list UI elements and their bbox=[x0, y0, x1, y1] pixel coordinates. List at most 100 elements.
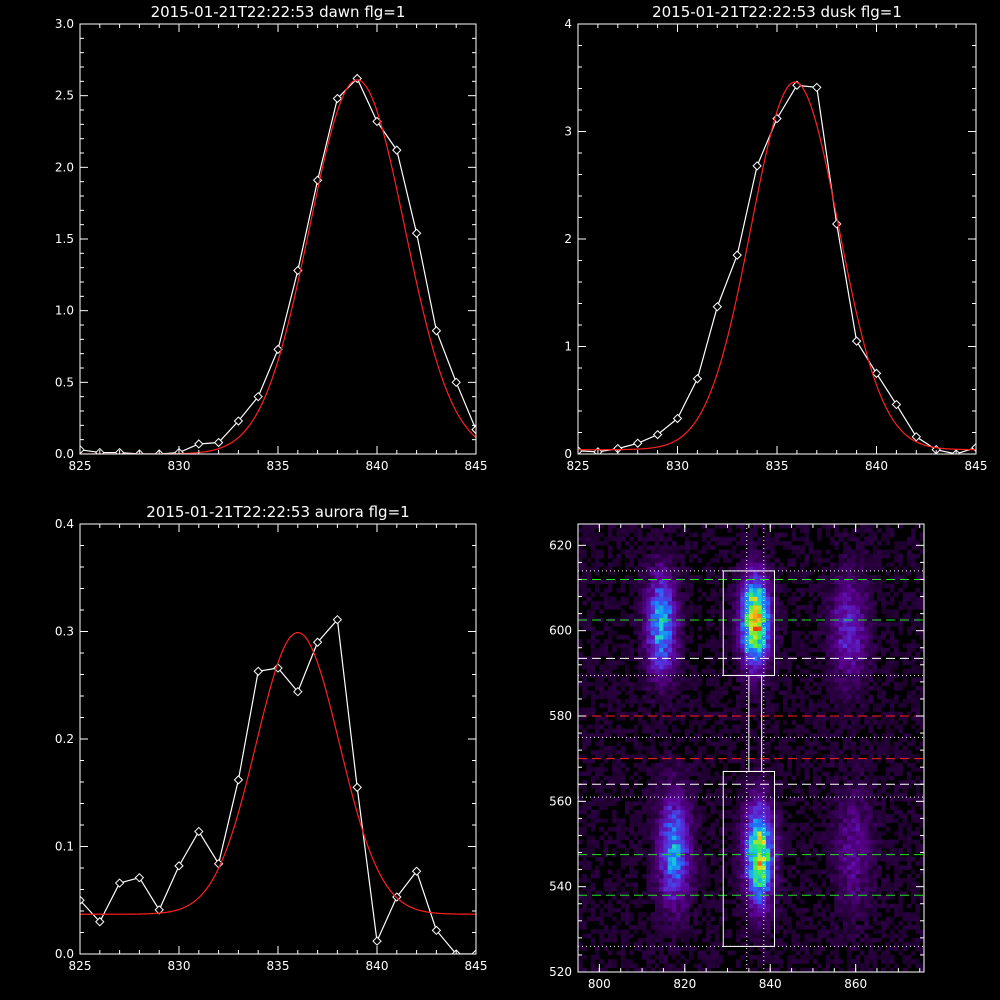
heatmap-cell bbox=[753, 835, 758, 841]
heatmap-cell bbox=[842, 882, 848, 887]
heatmap-cell bbox=[774, 745, 780, 751]
heatmap-cell bbox=[757, 754, 762, 759]
heatmap-cell bbox=[817, 856, 822, 862]
heatmap-cell bbox=[642, 912, 647, 917]
heatmap-cell bbox=[650, 532, 656, 538]
heatmap-cell bbox=[680, 869, 686, 875]
heatmap-cell bbox=[629, 912, 634, 917]
heatmap-cell bbox=[774, 814, 780, 819]
heatmap-cell bbox=[744, 596, 750, 602]
heatmap-cell bbox=[757, 737, 762, 742]
heatmap-cell bbox=[663, 929, 668, 934]
heatmap-cell bbox=[765, 788, 771, 794]
heatmap-cell bbox=[727, 822, 733, 828]
heatmap-cell bbox=[659, 920, 664, 926]
heatmap-cell bbox=[727, 664, 733, 670]
heatmap-cell bbox=[629, 869, 634, 875]
heatmap-cell bbox=[582, 818, 587, 823]
heatmap-cell bbox=[812, 865, 818, 870]
heatmap-cell bbox=[586, 596, 592, 602]
heatmap-cell bbox=[727, 929, 733, 934]
heatmap-cell bbox=[590, 822, 596, 828]
heatmap-cell bbox=[620, 916, 626, 922]
heatmap-cell bbox=[680, 878, 686, 883]
heatmap-cell bbox=[642, 711, 647, 717]
heatmap-cell bbox=[714, 677, 720, 683]
heatmap-cell bbox=[736, 758, 741, 764]
heatmap-cell bbox=[646, 647, 651, 653]
heatmap-cell bbox=[654, 848, 660, 853]
heatmap-cell bbox=[607, 583, 613, 589]
heatmap-cell bbox=[620, 784, 626, 789]
heatmap-cell bbox=[718, 942, 724, 947]
heatmap-cell bbox=[765, 639, 771, 644]
heatmap-cell bbox=[748, 583, 754, 589]
heatmap-cell bbox=[727, 899, 733, 905]
heatmap-cell bbox=[697, 826, 703, 832]
heatmap-cell bbox=[659, 686, 664, 691]
heatmap-cell bbox=[842, 848, 848, 853]
heatmap-cell bbox=[740, 942, 745, 947]
aurora-data-point bbox=[174, 861, 184, 871]
heatmap-cell bbox=[795, 545, 801, 550]
heatmap-cell bbox=[620, 524, 626, 529]
heatmap-cell bbox=[770, 694, 775, 700]
heatmap-cell bbox=[736, 703, 741, 708]
heatmap-cell bbox=[680, 856, 686, 862]
heatmap-cell bbox=[778, 886, 784, 892]
heatmap-cell bbox=[590, 848, 596, 853]
heatmap-cell bbox=[663, 839, 668, 845]
dusk-data-point bbox=[831, 219, 842, 229]
heatmap-cell bbox=[761, 720, 767, 725]
heatmap-cell bbox=[830, 733, 835, 738]
heatmap-cell bbox=[740, 622, 745, 627]
heatmap-cell bbox=[761, 634, 767, 640]
heatmap-cell bbox=[590, 669, 596, 674]
heatmap-cell bbox=[787, 758, 792, 764]
heatmap-cell bbox=[697, 805, 703, 811]
heatmap-cell bbox=[624, 673, 630, 678]
heatmap-cell bbox=[710, 673, 715, 678]
heatmap-cell bbox=[770, 545, 775, 550]
aurora-data-point bbox=[411, 866, 422, 876]
heatmap-cell bbox=[770, 626, 775, 631]
heatmap-cell bbox=[736, 609, 741, 614]
heatmap-cell bbox=[744, 780, 750, 785]
heatmap-cell bbox=[676, 575, 681, 580]
heatmap-cell bbox=[808, 707, 814, 713]
heatmap-cell bbox=[740, 647, 745, 653]
heatmap-cell bbox=[757, 677, 762, 683]
heatmap-cell bbox=[795, 664, 801, 670]
heatmap-cell bbox=[838, 716, 844, 721]
heatmap-cell bbox=[774, 848, 780, 853]
dusk-data-line bbox=[578, 84, 976, 454]
heatmap-cell bbox=[578, 912, 583, 917]
heatmap-cell bbox=[778, 652, 784, 657]
heatmap-cell bbox=[680, 579, 686, 585]
heatmap-cell bbox=[684, 933, 690, 939]
heatmap-cell bbox=[616, 643, 622, 649]
heatmap-cell bbox=[753, 869, 758, 875]
heatmap-cell bbox=[693, 737, 698, 742]
heatmap-cell bbox=[676, 592, 681, 597]
heatmap-cell bbox=[765, 694, 771, 700]
heatmap-cell bbox=[770, 801, 775, 806]
heatmap-cell bbox=[791, 929, 797, 934]
heatmap-cell bbox=[757, 541, 762, 546]
heatmap-cell bbox=[804, 886, 809, 892]
dawn-data-point bbox=[332, 93, 343, 104]
heatmap-cell bbox=[817, 831, 822, 836]
heatmap-cell bbox=[667, 707, 673, 713]
heatmap-cell bbox=[616, 831, 622, 836]
heatmap-cell bbox=[736, 583, 741, 589]
heatmap-cell bbox=[659, 784, 664, 789]
heatmap-cell bbox=[808, 698, 814, 704]
heatmap-cell bbox=[838, 878, 844, 883]
heatmap-cell bbox=[830, 634, 835, 640]
heatmap-cell bbox=[842, 865, 848, 870]
heatmap-cell bbox=[633, 814, 639, 819]
heatmap-cell bbox=[646, 890, 651, 896]
heatmap-cell bbox=[787, 600, 792, 606]
heatmap-cell bbox=[812, 741, 818, 747]
heatmap-cell bbox=[808, 545, 814, 550]
